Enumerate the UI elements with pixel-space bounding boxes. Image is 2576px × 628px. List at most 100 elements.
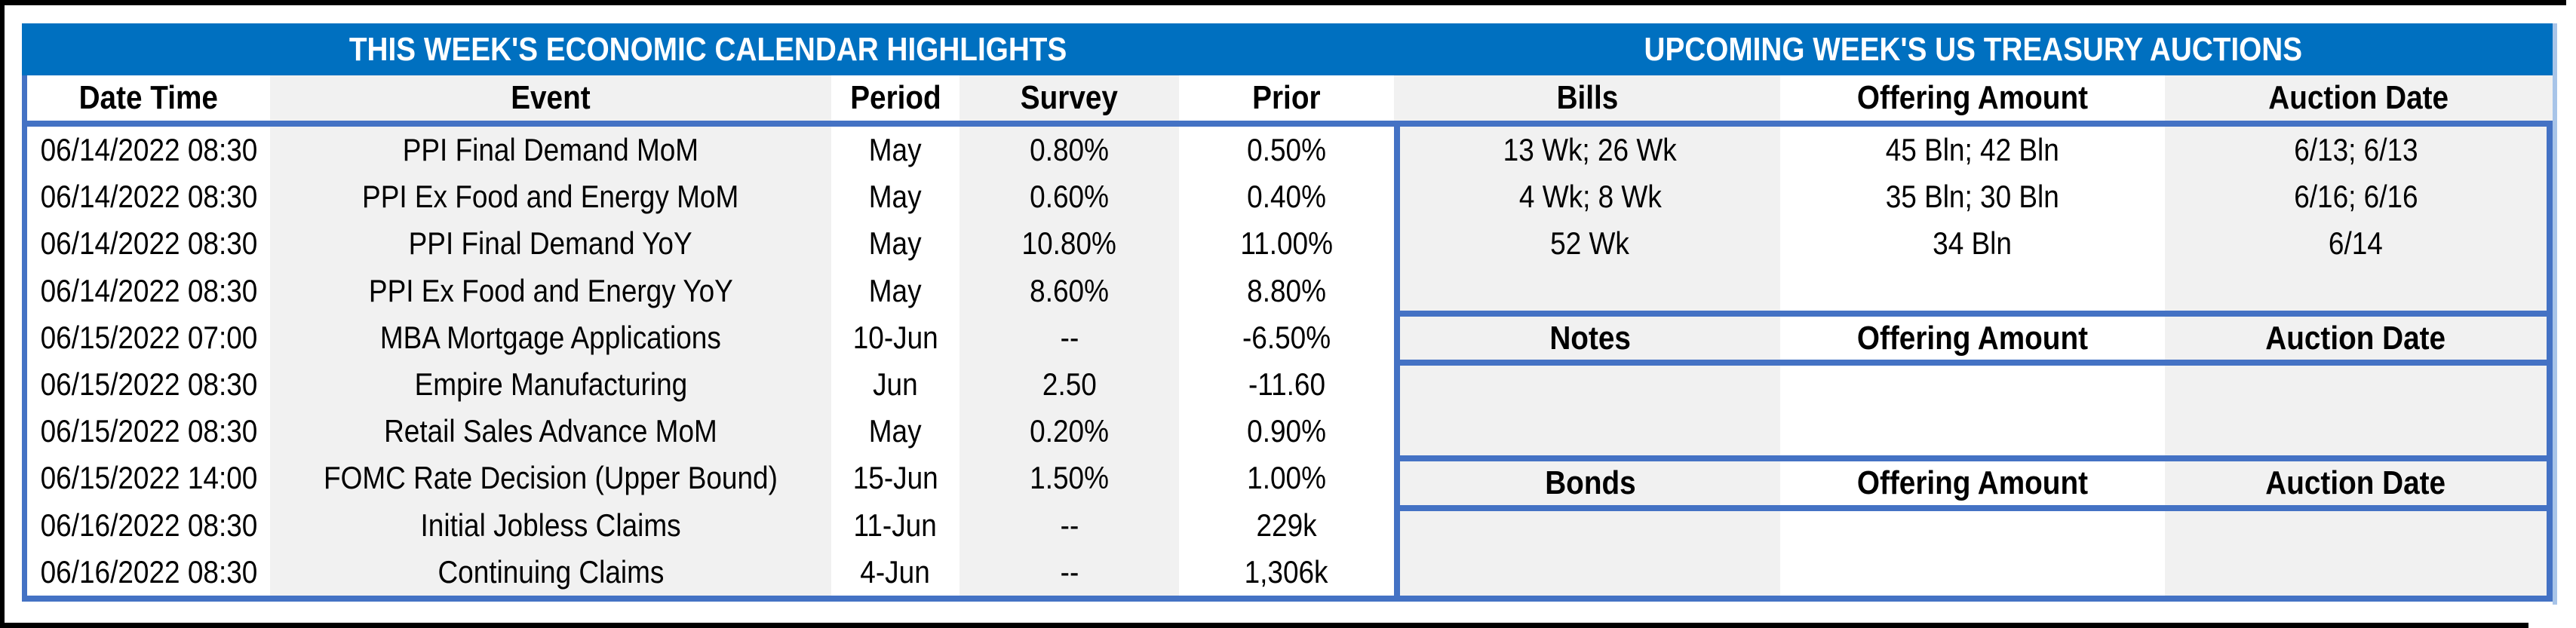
cell-period: May <box>831 220 959 268</box>
cell-survey: 1.50% <box>959 455 1179 502</box>
table-right-edge-shadow <box>2553 23 2557 605</box>
treasury-auctions-title: UPCOMING WEEK'S US TREASURY AUCTIONS <box>1394 23 2553 75</box>
frame-left-border <box>0 0 5 628</box>
section-divider-line <box>1400 311 2547 317</box>
cell-survey: -- <box>959 314 1179 361</box>
bonds-section-header: Bonds Offering Amount Auction Date <box>1400 461 2547 505</box>
cell-bills: 52 Wk <box>1550 225 1630 261</box>
table-row: 06/14/2022 08:30 PPI Final Demand YoY Ma… <box>22 220 1394 268</box>
cell-survey: 0.20% <box>959 408 1179 455</box>
header-divider-line <box>22 121 1394 127</box>
cell-period: 11-Jun <box>831 501 959 549</box>
cell-offering-amount: 34 Bln <box>1933 225 2013 261</box>
table-row: 06/15/2022 08:30 Empire Manufacturing Ju… <box>22 360 1394 409</box>
cell-period: May <box>831 173 959 221</box>
cell-bills: 4 Wk; 8 Wk <box>1518 179 1662 214</box>
column-header-auction-date: Auction Date <box>2165 75 2553 121</box>
cell-date-time: 06/15/2022 08:30 <box>27 408 270 455</box>
cell-auction-date: 6/14 <box>2329 225 2383 261</box>
table-row: 06/14/2022 08:30 PPI Ex Food and Energy … <box>22 173 1394 221</box>
economic-calendar-body: 06/14/2022 08:30 PPI Final Demand MoM Ma… <box>22 127 1394 596</box>
cell-date-time: 06/15/2022 07:00 <box>27 314 270 361</box>
cell-prior: 8.80% <box>1179 267 1394 314</box>
table-row: 06/15/2022 07:00 MBA Mortgage Applicatio… <box>22 314 1394 361</box>
treasury-auctions-title-text: UPCOMING WEEK'S US TREASURY AUCTIONS <box>1644 30 2303 68</box>
cell-date-time: 06/15/2022 08:30 <box>27 360 270 409</box>
cell-date-time: 06/14/2022 08:30 <box>27 267 270 314</box>
treasury-auctions-header-row: Bills Offering Amount Auction Date <box>1394 75 2553 121</box>
cell-event: Continuing Claims <box>270 548 831 596</box>
table-bottom-border <box>22 595 1394 602</box>
cell-event: PPI Ex Food and Energy MoM <box>270 173 831 221</box>
cell-offering-amount: 45 Bln; 42 Bln <box>1885 132 2060 167</box>
economic-calendar-title-text: THIS WEEK'S ECONOMIC CALENDAR HIGHLIGHTS <box>348 30 1067 68</box>
bonds-section <box>1400 511 2547 596</box>
cell-auction-date: 6/16; 6/16 <box>2293 179 2418 214</box>
cell-prior: 1.00% <box>1179 455 1394 502</box>
header-divider-line <box>1394 121 2553 127</box>
cell-event: PPI Ex Food and Energy YoY <box>270 267 831 314</box>
table-row: 06/16/2022 08:30 Initial Jobless Claims … <box>22 501 1394 549</box>
column-header-period: Period <box>831 75 959 121</box>
column-header-offering-amount: Offering Amount <box>1780 317 2165 360</box>
column-header-offering-amount: Offering Amount <box>1780 461 2165 505</box>
economic-calendar-header-row: Date Time Event Period Survey Prior <box>22 75 1394 121</box>
cell-period: 10-Jun <box>831 314 959 361</box>
column-header-auction-date: Auction Date <box>2165 461 2547 505</box>
cell-period: May <box>831 408 959 455</box>
economic-calendar-table: Date Time Event Period Survey Prior 06/1… <box>22 75 1394 602</box>
table-bottom-border <box>1400 596 2547 602</box>
cell-survey: 2.50 <box>959 360 1179 409</box>
cell-bills: 13 Wk; 26 Wk <box>1503 132 1678 167</box>
treasury-auctions-table: Bills Offering Amount Auction Date 13 Wk… <box>1394 75 2553 602</box>
table-row: 06/14/2022 08:30 PPI Final Demand MoM Ma… <box>22 127 1394 174</box>
column-header-survey: Survey <box>959 75 1179 121</box>
cell-period: 4-Jun <box>831 548 959 596</box>
cell-prior: 0.50% <box>1179 127 1394 174</box>
notes-section <box>1400 366 2547 455</box>
section-divider-line <box>1400 455 2547 461</box>
cell-date-time: 06/16/2022 08:30 <box>27 548 270 596</box>
notes-section-header: Notes Offering Amount Auction Date <box>1400 317 2547 360</box>
title-band: THIS WEEK'S ECONOMIC CALENDAR HIGHLIGHTS… <box>22 23 2553 75</box>
cell-event: MBA Mortgage Applications <box>270 314 831 361</box>
cell-period: 15-Jun <box>831 455 959 502</box>
cell-period: May <box>831 267 959 314</box>
column-header-date-time: Date Time <box>27 75 270 121</box>
cell-survey: 0.60% <box>959 173 1179 221</box>
column-header-prior: Prior <box>1179 75 1394 121</box>
economic-calendar-title: THIS WEEK'S ECONOMIC CALENDAR HIGHLIGHTS <box>22 23 1394 75</box>
cell-prior: 0.90% <box>1179 408 1394 455</box>
cell-date-time: 06/15/2022 14:00 <box>27 455 270 502</box>
cell-event: FOMC Rate Decision (Upper Bound) <box>270 455 831 502</box>
table-row: 06/15/2022 14:00 FOMC Rate Decision (Upp… <box>22 455 1394 502</box>
cell-offering-amount: 35 Bln; 30 Bln <box>1885 179 2060 214</box>
cell-survey: -- <box>959 548 1179 596</box>
cell-prior: 1,306k <box>1179 548 1394 596</box>
cell-prior: 229k <box>1179 501 1394 549</box>
cell-prior: 0.40% <box>1179 173 1394 221</box>
cell-survey: 8.60% <box>959 267 1179 314</box>
section-divider-line <box>1400 360 2547 366</box>
table-row: 06/15/2022 08:30 Retail Sales Advance Mo… <box>22 408 1394 455</box>
cell-event: Retail Sales Advance MoM <box>270 408 831 455</box>
cell-survey: -- <box>959 501 1179 549</box>
cell-event: Initial Jobless Claims <box>270 501 831 549</box>
column-header-event: Event <box>270 75 831 121</box>
cell-prior: -6.50% <box>1179 314 1394 361</box>
cell-event: PPI Final Demand MoM <box>270 127 831 174</box>
frame-top-border <box>0 0 2566 5</box>
cell-period: May <box>831 127 959 174</box>
cell-date-time: 06/14/2022 08:30 <box>27 220 270 268</box>
cell-event: PPI Final Demand YoY <box>270 220 831 268</box>
treasury-auctions-body: 13 Wk; 26 Wk 45 Bln; 42 Bln 6/13; 6/13 4… <box>1394 127 2553 602</box>
cell-date-time: 06/14/2022 08:30 <box>27 173 270 221</box>
frame-bottom-border <box>0 623 2528 628</box>
column-header-bonds: Bonds <box>1400 461 1780 505</box>
column-header-auction-date: Auction Date <box>2165 317 2547 360</box>
column-header-offering-amount: Offering Amount <box>1780 75 2165 121</box>
cell-period: Jun <box>831 360 959 409</box>
cell-survey: 0.80% <box>959 127 1179 174</box>
table-row: 06/14/2022 08:30 PPI Ex Food and Energy … <box>22 267 1394 314</box>
